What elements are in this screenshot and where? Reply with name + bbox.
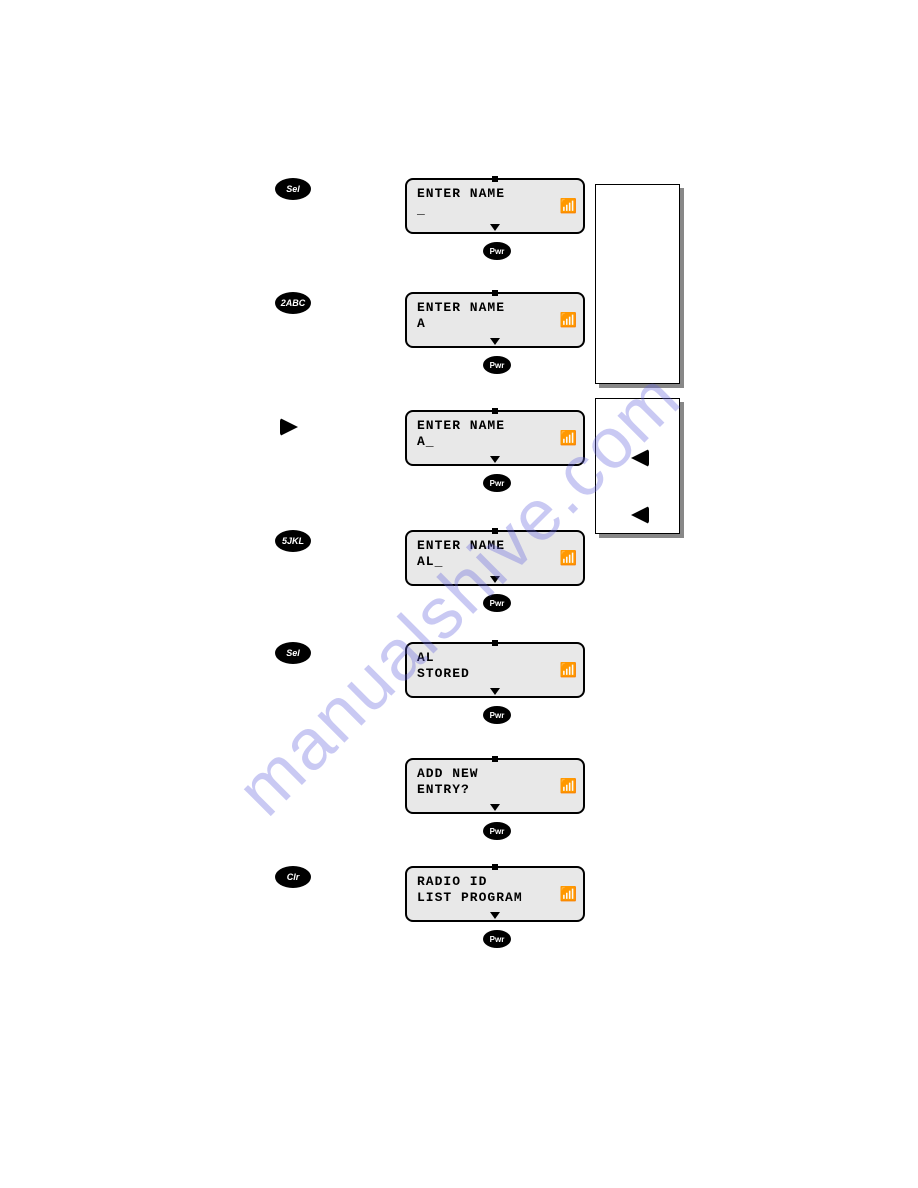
lcd-line-2: A_ [417,434,573,450]
lcd-indicator-dot [492,756,498,762]
lcd-screen: ADD NEW ENTRY? 📶 [405,758,585,814]
signal-icon: 📶 [560,778,577,795]
lcd-line-1: AL [417,650,573,666]
lcd-line-2: LIST PROGRAM [417,890,573,906]
lcd-screen: ENTER NAME AL_ 📶 [405,530,585,586]
pwr-button[interactable]: Pwr [483,242,511,260]
left-arrow-icon [631,506,649,524]
lcd-indicator-dot [492,864,498,870]
lcd-indicator-dot [492,408,498,414]
signal-icon: 📶 [560,550,577,567]
signal-icon: 📶 [560,430,577,447]
signal-icon: 📶 [560,198,577,215]
down-arrow-icon [490,912,500,919]
lcd-indicator-dot [492,528,498,534]
lcd-screen: AL STORED 📶 [405,642,585,698]
down-arrow-icon [490,338,500,345]
lcd-line-2: ENTRY? [417,782,573,798]
signal-icon: 📶 [560,662,577,679]
key-2abc-button[interactable]: 2ABC [275,292,311,314]
side-note-box-2 [595,398,680,534]
down-arrow-icon [490,804,500,811]
pwr-button[interactable]: Pwr [483,822,511,840]
down-arrow-icon [490,456,500,463]
lcd-indicator-dot [492,640,498,646]
sel-button[interactable]: Sel [275,642,311,664]
signal-icon: 📶 [560,886,577,903]
lcd-screen: RADIO ID LIST PROGRAM 📶 [405,866,585,922]
pwr-button[interactable]: Pwr [483,474,511,492]
lcd-line-1: ENTER NAME [417,186,573,202]
lcd-line-2: A [417,316,573,332]
lcd-indicator-dot [492,290,498,296]
lcd-indicator-dot [492,176,498,182]
pwr-button[interactable]: Pwr [483,706,511,724]
side-note-box-1 [595,184,680,384]
down-arrow-icon [490,224,500,231]
lcd-screen: ENTER NAME _ 📶 [405,178,585,234]
pwr-button[interactable]: Pwr [483,594,511,612]
sel-button[interactable]: Sel [275,178,311,200]
lcd-line-2: AL_ [417,554,573,570]
lcd-line-2: _ [417,202,573,218]
left-arrow-icon [631,449,649,467]
key-5jkl-button[interactable]: 5JKL [275,530,311,552]
lcd-line-1: ENTER NAME [417,538,573,554]
lcd-line-1: ENTER NAME [417,418,573,434]
lcd-screen: ENTER NAME A_ 📶 [405,410,585,466]
down-arrow-icon [490,576,500,583]
pwr-button[interactable]: Pwr [483,356,511,374]
pwr-button[interactable]: Pwr [483,930,511,948]
right-arrow-icon[interactable] [280,418,298,436]
lcd-screen: ENTER NAME A 📶 [405,292,585,348]
down-arrow-icon [490,688,500,695]
lcd-line-1: ENTER NAME [417,300,573,316]
lcd-line-1: ADD NEW [417,766,573,782]
clr-button[interactable]: Clr [275,866,311,888]
lcd-line-1: RADIO ID [417,874,573,890]
signal-icon: 📶 [560,312,577,329]
lcd-line-2: STORED [417,666,573,682]
